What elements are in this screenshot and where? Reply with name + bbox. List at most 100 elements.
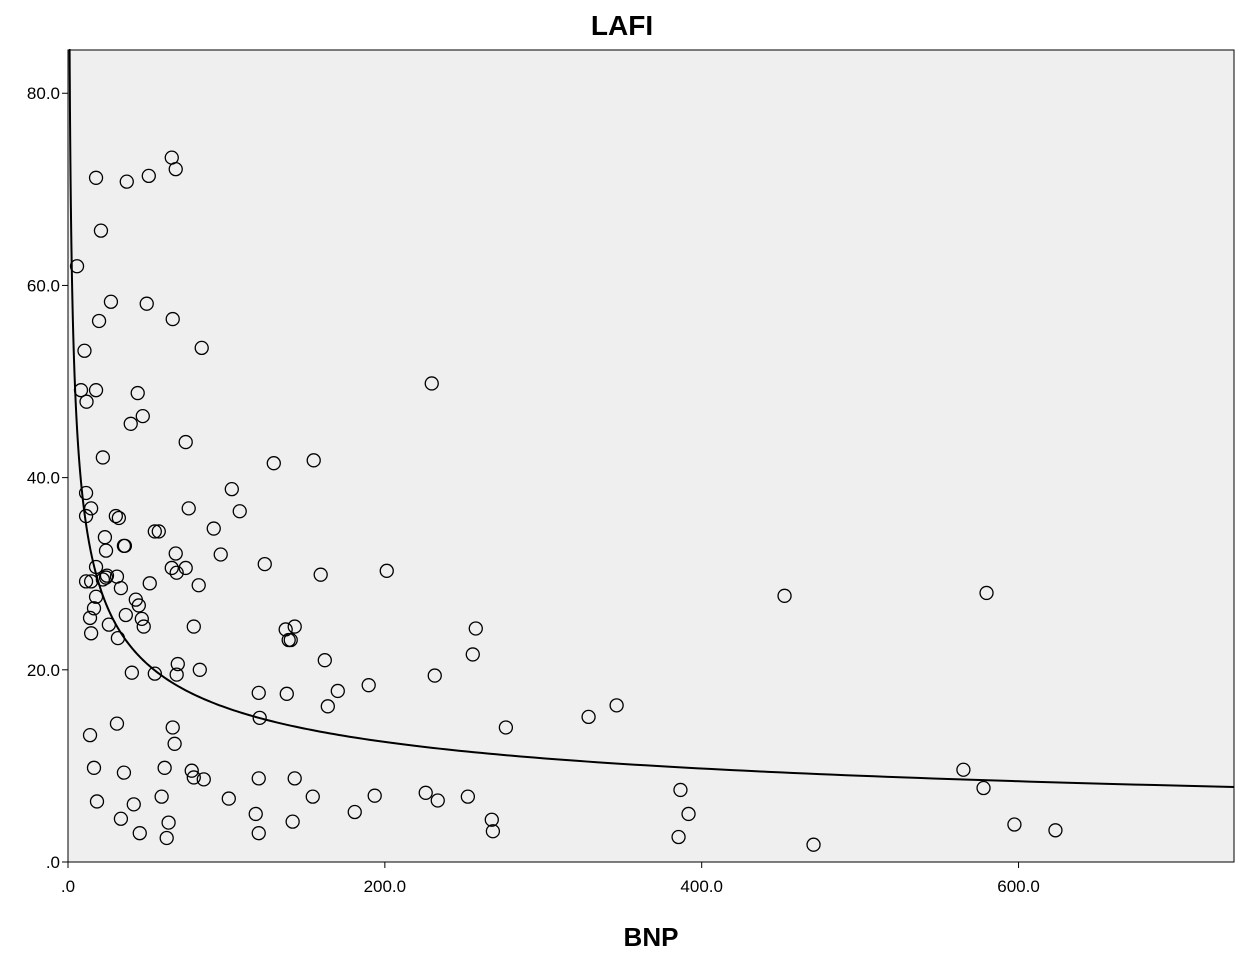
y-tick-label: .0 <box>46 853 60 872</box>
data-point <box>98 543 114 558</box>
data-point <box>93 223 109 238</box>
data-point <box>142 576 157 591</box>
data-point <box>317 653 332 668</box>
data-point <box>251 685 266 701</box>
data-point <box>287 619 302 634</box>
x-tick-label: 200.0 <box>364 877 407 896</box>
data-point <box>427 668 442 683</box>
data-point <box>103 294 119 309</box>
data-point <box>164 560 179 576</box>
data-point <box>130 385 145 401</box>
data-point <box>347 804 362 820</box>
data-point <box>498 720 514 735</box>
data-point <box>109 716 125 731</box>
data-point <box>141 168 156 184</box>
x-tick-label: 600.0 <box>997 877 1040 896</box>
data-point <box>186 770 201 785</box>
x-tick-label: 400.0 <box>680 877 723 896</box>
data-point <box>136 619 151 634</box>
data-point <box>673 782 688 798</box>
data-point <box>132 826 147 841</box>
data-point <box>73 383 89 398</box>
data-point <box>86 760 102 775</box>
y-axis: .0 20.0 40.0 60.0 80.0 <box>27 84 68 872</box>
data-point <box>89 794 105 809</box>
data-point <box>88 383 104 398</box>
data-point <box>95 572 111 587</box>
x-axis: .0 200.0 400.0 600.0 <box>61 862 1040 896</box>
data-point <box>283 632 298 648</box>
data-point <box>266 456 281 471</box>
data-point <box>224 482 239 497</box>
data-point <box>186 619 201 634</box>
x-tick-label: .0 <box>61 877 75 896</box>
data-point <box>154 789 169 804</box>
data-point <box>78 574 94 589</box>
data-point <box>168 546 183 561</box>
data-point <box>313 567 328 582</box>
data-point <box>232 504 247 519</box>
data-points <box>69 150 1063 852</box>
data-point <box>108 508 123 524</box>
data-point <box>126 797 141 812</box>
data-point <box>83 626 99 641</box>
data-point <box>111 510 127 526</box>
data-point <box>279 686 294 701</box>
data-point <box>609 698 624 713</box>
data-point <box>181 501 196 516</box>
data-point <box>196 772 211 787</box>
data-point <box>460 789 476 804</box>
data-point <box>330 683 345 699</box>
data-point <box>101 617 117 632</box>
y-tick-label: 20.0 <box>27 661 60 680</box>
data-point <box>581 709 596 725</box>
data-point <box>681 806 696 822</box>
data-point <box>194 340 209 356</box>
data-point <box>191 578 206 593</box>
data-point <box>124 665 139 680</box>
data-point <box>86 601 102 616</box>
data-point <box>671 829 686 845</box>
data-point <box>379 563 394 578</box>
data-point <box>287 771 302 786</box>
y-tick-label: 60.0 <box>27 276 60 295</box>
data-point <box>248 806 263 822</box>
data-point <box>468 621 483 636</box>
data-point <box>77 343 92 358</box>
data-point <box>131 598 146 613</box>
data-point <box>119 174 134 189</box>
data-point <box>192 662 207 677</box>
data-point <box>91 313 107 329</box>
data-point <box>285 814 300 829</box>
data-point <box>206 521 221 536</box>
data-point <box>251 826 266 841</box>
data-point <box>82 728 98 743</box>
data-point <box>305 789 320 804</box>
data-point <box>157 760 172 775</box>
data-point <box>979 585 994 601</box>
data-point <box>69 259 85 274</box>
data-point <box>1048 823 1063 838</box>
data-point <box>320 699 335 714</box>
data-point <box>113 580 129 596</box>
data-point <box>88 589 104 604</box>
y-tick-label: 40.0 <box>27 469 60 488</box>
data-point <box>956 762 971 777</box>
data-point <box>79 394 94 409</box>
data-point <box>777 588 792 603</box>
data-point <box>184 763 199 778</box>
data-point <box>367 788 382 803</box>
data-point <box>78 508 94 524</box>
data-point <box>83 501 99 516</box>
data-point <box>418 785 433 800</box>
data-point <box>430 793 445 808</box>
data-point <box>167 736 182 751</box>
data-point <box>170 656 185 672</box>
data-point <box>99 568 115 583</box>
chart-title: LAFI <box>591 10 653 41</box>
data-point <box>95 450 111 465</box>
data-point <box>82 610 98 626</box>
data-point <box>147 524 162 539</box>
data-point <box>178 434 193 450</box>
